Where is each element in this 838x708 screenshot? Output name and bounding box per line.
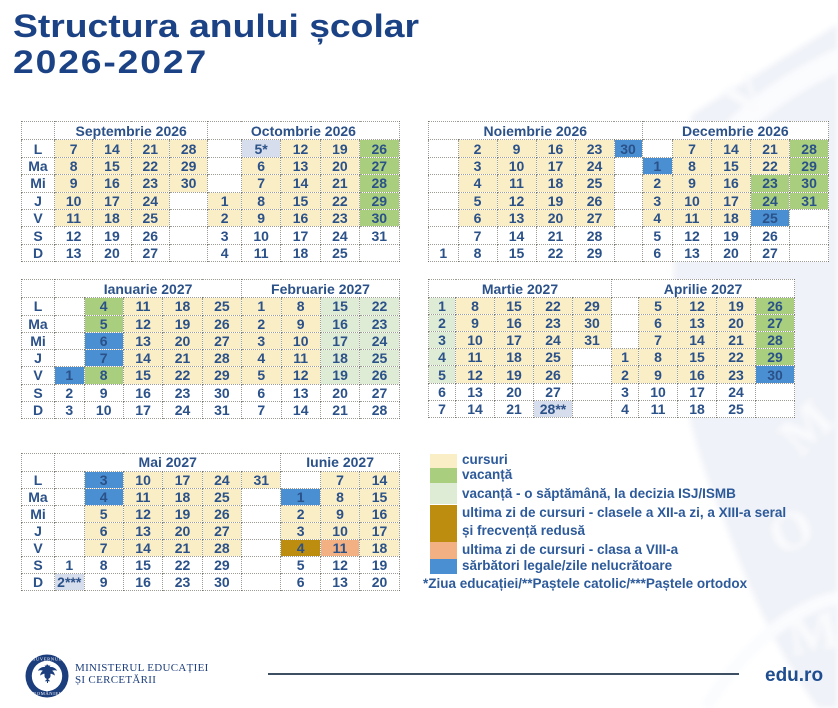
svg-text:ROMÂNIEI: ROMÂNIEI: [33, 691, 61, 696]
svg-text:GUVERNUL: GUVERNUL: [32, 657, 62, 662]
